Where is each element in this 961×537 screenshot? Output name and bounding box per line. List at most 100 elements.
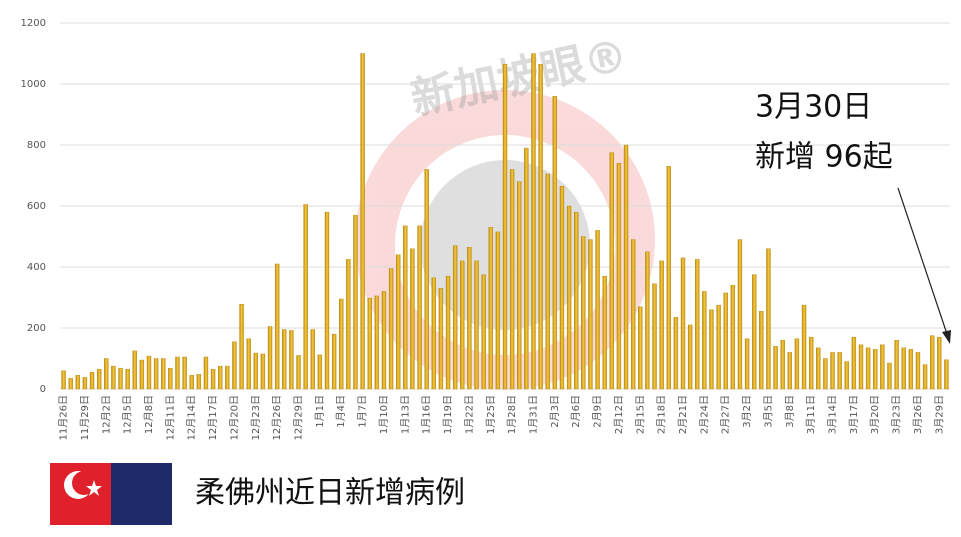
bar (858, 344, 864, 390)
bar (581, 236, 586, 390)
x-tick-label: 2月24日 (698, 395, 710, 434)
bar (132, 350, 137, 390)
bar (908, 349, 914, 390)
bar (502, 63, 508, 390)
x-tick-label: 2月12日 (613, 395, 625, 434)
bar (111, 365, 116, 390)
bar (339, 298, 344, 390)
x-tick-label: 3月14日 (827, 395, 839, 434)
bar (702, 291, 707, 390)
bar (210, 368, 216, 390)
bar (403, 225, 408, 390)
bar (787, 352, 792, 390)
bar (880, 344, 885, 390)
bar (616, 163, 622, 390)
x-tick-label: 12月29日 (293, 395, 305, 440)
bar (388, 268, 394, 390)
x-tick-label: 3月8日 (784, 395, 796, 428)
bar (837, 352, 842, 390)
arrow-head (942, 330, 951, 344)
bar (182, 356, 187, 390)
x-tick-label: 12月26日 (271, 395, 283, 440)
x-tick-label: 3月26日 (912, 395, 924, 434)
bar (638, 306, 643, 390)
bar (189, 375, 194, 390)
bar (766, 248, 771, 390)
x-tick-label: 1月1日 (314, 395, 326, 428)
bar (96, 368, 102, 390)
bar (759, 311, 764, 390)
bar (873, 349, 878, 390)
bar (68, 378, 73, 390)
x-tick-label: 12月23日 (250, 395, 262, 440)
bar (780, 340, 785, 390)
bar (481, 274, 486, 390)
bar (752, 274, 757, 390)
bar (367, 297, 372, 390)
y-tick-label: 400 (27, 262, 46, 273)
bar (82, 377, 88, 390)
x-tick-label: 2月27日 (720, 395, 732, 434)
bar (460, 260, 465, 390)
bar (360, 53, 365, 390)
bar (609, 152, 614, 390)
bar (410, 248, 415, 390)
bar (289, 330, 294, 390)
y-tick-label: 1200 (21, 18, 46, 29)
bar (659, 260, 664, 390)
bar (417, 225, 422, 390)
bar (652, 283, 657, 390)
bar (865, 347, 871, 390)
bar (118, 368, 123, 390)
bar (602, 275, 607, 390)
bar (666, 166, 671, 390)
y-tick-label: 200 (27, 323, 46, 334)
bar (168, 368, 173, 390)
flag (50, 463, 172, 525)
bar (645, 251, 650, 390)
bar (851, 336, 857, 390)
x-tick-label: 11月26日 (58, 395, 70, 440)
bar (915, 352, 921, 390)
bar (894, 340, 899, 390)
footer-title: 柔佛州近日新增病例 (195, 476, 465, 511)
bar (695, 259, 700, 390)
y-tick-label: 800 (27, 140, 46, 151)
bar (296, 355, 301, 390)
x-tick-label: 3月20日 (869, 395, 881, 434)
bar (709, 309, 714, 390)
bar (196, 374, 202, 390)
bar (104, 358, 109, 390)
bar (331, 333, 337, 390)
bar (438, 288, 444, 390)
bar (495, 231, 501, 390)
bar (217, 365, 223, 390)
bar (353, 214, 358, 390)
bar (595, 230, 600, 390)
x-tick-label: 12月14日 (186, 395, 198, 440)
bar (680, 257, 686, 390)
bar (545, 173, 550, 390)
bar (125, 368, 130, 390)
bar (346, 259, 351, 390)
bar (89, 372, 95, 390)
bar (937, 336, 942, 390)
bar (944, 359, 949, 390)
bar (175, 356, 180, 390)
bar (232, 341, 237, 390)
bar (574, 211, 579, 390)
x-tick-label: 12月5日 (122, 395, 134, 434)
annotation: 新增 96起 (755, 140, 893, 175)
bar (374, 295, 380, 390)
x-tick-label: 1月7日 (357, 395, 369, 428)
bar (524, 147, 529, 390)
bar (381, 291, 387, 390)
bar (588, 239, 593, 390)
bar (559, 185, 565, 390)
bar (424, 169, 429, 390)
x-tick-label: 3月23日 (891, 395, 903, 434)
bar (723, 292, 728, 390)
bar (673, 317, 679, 390)
bar (808, 336, 814, 390)
x-tick-label: 12月2日 (100, 395, 112, 434)
